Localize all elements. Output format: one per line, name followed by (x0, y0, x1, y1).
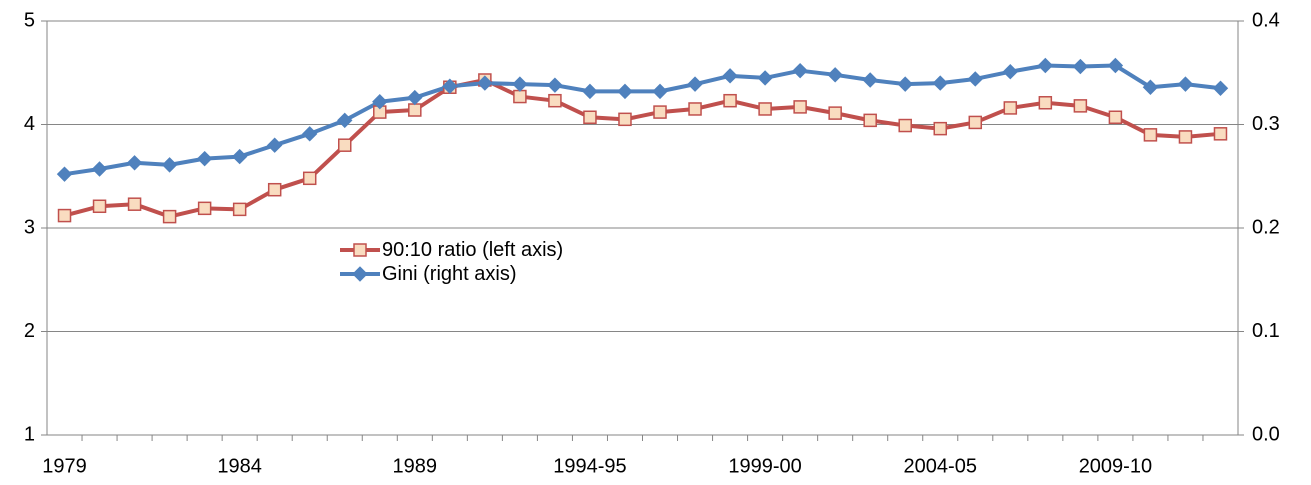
legend-marker (352, 266, 368, 282)
marker (862, 72, 878, 88)
marker (792, 62, 808, 79)
series-line (64, 63, 1221, 177)
marker (827, 67, 843, 83)
marker (1002, 64, 1019, 80)
x-tick-label: 1999-00 (728, 455, 801, 477)
marker (687, 76, 703, 92)
legend-swatch (340, 266, 380, 282)
marker (477, 75, 493, 91)
marker (407, 89, 423, 106)
marker (1107, 57, 1124, 74)
marker (512, 76, 528, 92)
x-tick-label: 2004-05 (904, 455, 977, 477)
y2-tick-label: 0.3 (1252, 113, 1280, 135)
marker (617, 83, 633, 100)
marker (618, 112, 632, 127)
y2-tick-label: 0.4 (1252, 9, 1280, 31)
marker (231, 148, 248, 165)
x-tick-label: 2009-10 (1079, 455, 1152, 477)
marker (548, 93, 562, 108)
marker (56, 166, 73, 182)
marker (196, 150, 213, 167)
marker (898, 118, 912, 133)
x-tick-label: 1994-95 (553, 455, 626, 477)
marker (1178, 130, 1193, 144)
marker (442, 78, 458, 94)
marker (1038, 96, 1053, 110)
marker (653, 105, 667, 119)
marker (1143, 128, 1158, 142)
marker (757, 70, 773, 86)
y2-tick-label: 0.1 (1252, 320, 1280, 342)
marker (1003, 101, 1018, 115)
marker (127, 197, 142, 211)
marker (583, 110, 597, 125)
marker (302, 126, 318, 142)
marker (1213, 127, 1228, 141)
marker (232, 202, 247, 217)
marker (1177, 76, 1194, 92)
legend-marker (353, 243, 367, 257)
marker (338, 138, 352, 152)
series-line (64, 77, 1221, 219)
marker (91, 161, 108, 177)
marker (723, 93, 737, 108)
x-tick-label: 1984 (217, 455, 262, 477)
legend: 90:10 ratio (left axis) Gini (right axis) (338, 238, 622, 286)
marker (1142, 79, 1159, 95)
marker (162, 209, 177, 224)
y-tick-label: 2 (24, 320, 35, 342)
marker (1108, 110, 1123, 125)
marker (793, 100, 807, 114)
y-tick-label: 5 (24, 9, 35, 31)
marker (897, 76, 913, 92)
legend-label: Gini (right axis) (382, 263, 517, 285)
y-tick-label: 1 (24, 423, 35, 445)
marker (758, 102, 772, 116)
marker (932, 75, 948, 91)
marker (722, 68, 738, 84)
marker (266, 137, 283, 153)
y-tick-label: 3 (24, 216, 35, 238)
x-tick-label: 1989 (393, 455, 438, 477)
marker (1072, 58, 1089, 75)
y-tick-label: 4 (24, 113, 35, 135)
marker (408, 103, 422, 117)
marker (967, 71, 983, 87)
legend-label: 90:10 ratio (left axis) (382, 239, 564, 261)
marker (688, 102, 702, 116)
marker (161, 157, 178, 173)
marker (57, 208, 72, 223)
marker (337, 112, 353, 129)
marker (92, 199, 107, 214)
y2-tick-label: 0.0 (1252, 423, 1280, 445)
marker (126, 155, 143, 171)
marker (302, 171, 317, 186)
marker (513, 89, 527, 104)
marker (267, 182, 282, 197)
marker (197, 201, 212, 216)
legend-swatch (340, 243, 380, 257)
marker (582, 83, 598, 100)
marker (547, 77, 563, 93)
marker (1073, 99, 1088, 113)
marker (828, 106, 842, 120)
marker (652, 83, 668, 100)
legend-item: Gini (right axis) (338, 262, 622, 286)
y2-tick-label: 0.2 (1252, 216, 1280, 238)
marker (1037, 57, 1054, 74)
marker (968, 115, 983, 130)
marker (933, 121, 947, 136)
marker (372, 94, 388, 110)
marker (863, 113, 877, 128)
legend-item: 90:10 ratio (left axis) (338, 238, 622, 262)
marker (1212, 80, 1229, 96)
x-tick-label: 1979 (42, 455, 87, 477)
